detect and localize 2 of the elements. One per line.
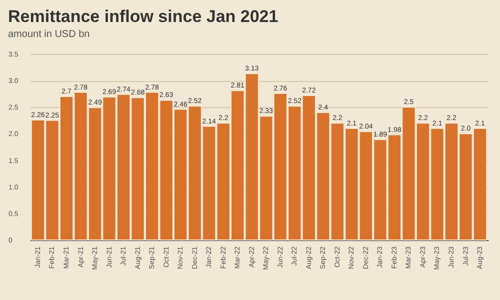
chart-title: Remittance inflow since Jan 2021 — [8, 7, 278, 26]
chart-subtitle: amount in USD bn — [8, 29, 90, 40]
